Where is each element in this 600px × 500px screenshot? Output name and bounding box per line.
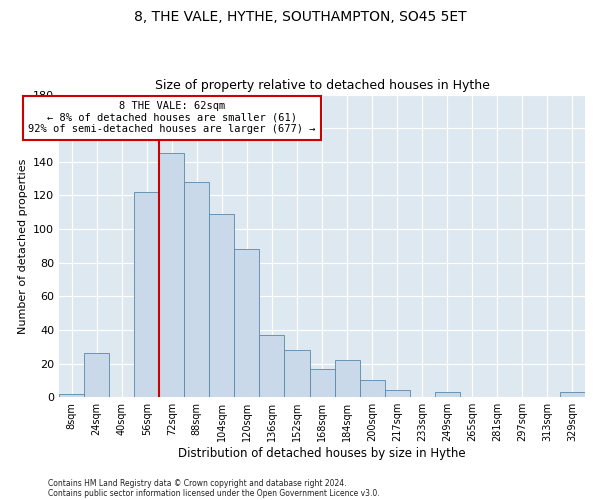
Bar	[560, 392, 585, 397]
Bar	[159, 154, 184, 397]
Text: 8, THE VALE, HYTHE, SOUTHAMPTON, SO45 5ET: 8, THE VALE, HYTHE, SOUTHAMPTON, SO45 5E…	[134, 10, 466, 24]
Y-axis label: Number of detached properties: Number of detached properties	[17, 158, 28, 334]
Bar	[84, 354, 109, 397]
Bar	[184, 182, 209, 397]
Bar	[385, 390, 410, 397]
Bar	[134, 192, 159, 397]
Bar	[359, 380, 385, 397]
Bar	[259, 335, 284, 397]
Bar	[435, 392, 460, 397]
Text: Contains HM Land Registry data © Crown copyright and database right 2024.: Contains HM Land Registry data © Crown c…	[48, 478, 347, 488]
X-axis label: Distribution of detached houses by size in Hythe: Distribution of detached houses by size …	[178, 447, 466, 460]
Bar	[284, 350, 310, 397]
Bar	[235, 249, 259, 397]
Bar	[209, 214, 235, 397]
Title: Size of property relative to detached houses in Hythe: Size of property relative to detached ho…	[155, 79, 490, 92]
Bar	[335, 360, 359, 397]
Text: Contains public sector information licensed under the Open Government Licence v3: Contains public sector information licen…	[48, 488, 380, 498]
Bar	[310, 368, 335, 397]
Bar	[59, 394, 84, 397]
Text: 8 THE VALE: 62sqm
← 8% of detached houses are smaller (61)
92% of semi-detached : 8 THE VALE: 62sqm ← 8% of detached house…	[28, 102, 316, 134]
